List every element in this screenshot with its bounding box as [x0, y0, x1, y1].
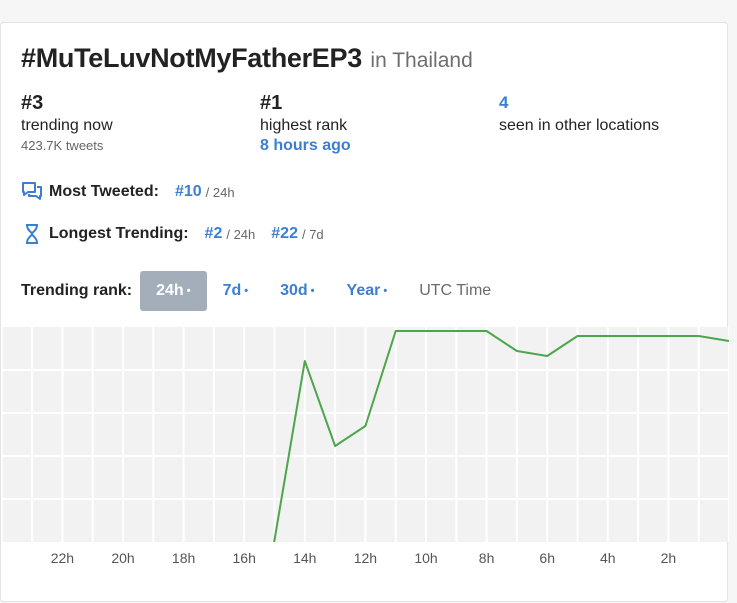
longest-trending-7d-window: / 7d — [301, 226, 324, 242]
location-label: in Thailand — [370, 49, 473, 72]
other-locations-count-link[interactable]: 4 — [499, 93, 509, 112]
tab-year-dot: • — [383, 285, 388, 297]
hashtag-title[interactable]: #MuTeLuvNotMyFatherEP3 — [21, 43, 362, 73]
tab-30d[interactable]: 30d • — [264, 271, 330, 311]
longest-trending-24h-window: / 24h — [226, 226, 256, 242]
tab-7d-label: 7d — [222, 282, 242, 299]
highest-rank-time-link[interactable]: 8 hours ago — [260, 137, 351, 154]
stat-other-locations: 4 seen in other locations — [499, 91, 659, 137]
grid-lines — [1, 327, 729, 542]
x-tick-label: 10h — [414, 550, 437, 566]
most-tweeted-24h-rank-link[interactable]: #10 — [174, 183, 202, 200]
hourglass-icon — [21, 223, 43, 245]
trending-rank-label: Trending rank: — [21, 282, 133, 299]
tab-year[interactable]: Year • — [331, 271, 404, 311]
tab-7d-dot: • — [244, 285, 249, 297]
tab-year-label: Year — [346, 282, 381, 299]
tab-24h-label: 24h — [156, 282, 184, 299]
x-tick-label: 2h — [661, 550, 677, 566]
x-tick-label: 4h — [600, 550, 616, 566]
longest-trending-24h-rank-link[interactable]: #2 — [204, 225, 223, 242]
trending-rank-tabs: Trending rank: 24h • 7d • 30d • Year • UTC T… — [21, 271, 507, 311]
x-tick-label: 14h — [293, 550, 316, 566]
tab-7d[interactable]: 7d • — [207, 271, 265, 311]
other-locations-label: seen in other locations — [499, 117, 660, 134]
most-tweeted-label: Most Tweeted: — [49, 183, 159, 200]
utc-time-toggle[interactable]: UTC Time — [419, 282, 492, 299]
x-tick-label: 16h — [233, 550, 256, 566]
x-tick-label: 18h — [172, 550, 195, 566]
highest-rank-label: highest rank — [260, 117, 348, 134]
current-rank-label: trending now — [21, 117, 113, 134]
longest-trending-row: Longest Trending: #2 / 24h #22 / 7d — [21, 223, 340, 245]
stat-trending-now: #3 trending now 423.7K tweets — [21, 91, 113, 155]
current-rank-value: #3 — [21, 92, 44, 114]
x-axis-ticks: 22h 20h 18h 16h 14h 12h 10h 8h 6h 4h 2h — [51, 550, 676, 566]
rank-series-line — [273, 330, 729, 542]
longest-trending-7d-rank-link[interactable]: #22 — [271, 225, 298, 242]
rank-chart-svg: 22h 20h 18h 16h 14h 12h 10h 8h 6h 4h 2h — [1, 327, 729, 566]
x-tick-label: 6h — [539, 550, 555, 566]
tweet-count: 423.7K tweets — [21, 138, 104, 153]
most-tweeted-24h-window: / 24h — [205, 184, 235, 200]
stat-highest-rank: #1 highest rank 8 hours ago — [260, 91, 351, 155]
title-row: #MuTeLuvNotMyFatherEP3 in Thailand — [21, 43, 473, 74]
tab-24h[interactable]: 24h • — [140, 271, 207, 311]
tab-30d-label: 30d — [280, 282, 308, 299]
series-lines — [273, 330, 729, 542]
x-tick-label: 20h — [111, 550, 134, 566]
x-tick-label: 8h — [479, 550, 495, 566]
x-tick-label: 22h — [51, 550, 74, 566]
trend-card: #MuTeLuvNotMyFatherEP3 in Thailand #3 tr… — [0, 22, 729, 603]
longest-trending-label: Longest Trending: — [49, 225, 189, 242]
x-tick-label: 12h — [354, 550, 377, 566]
rank-chart: 22h 20h 18h 16h 14h 12h 10h 8h 6h 4h 2h — [1, 327, 729, 603]
tab-30d-dot: • — [310, 285, 315, 297]
tab-24h-dot: • — [186, 285, 191, 297]
most-tweeted-row: Most Tweeted: #10 / 24h — [21, 181, 251, 203]
chat-bubbles-icon — [21, 181, 43, 203]
highest-rank-value: #1 — [260, 92, 283, 114]
